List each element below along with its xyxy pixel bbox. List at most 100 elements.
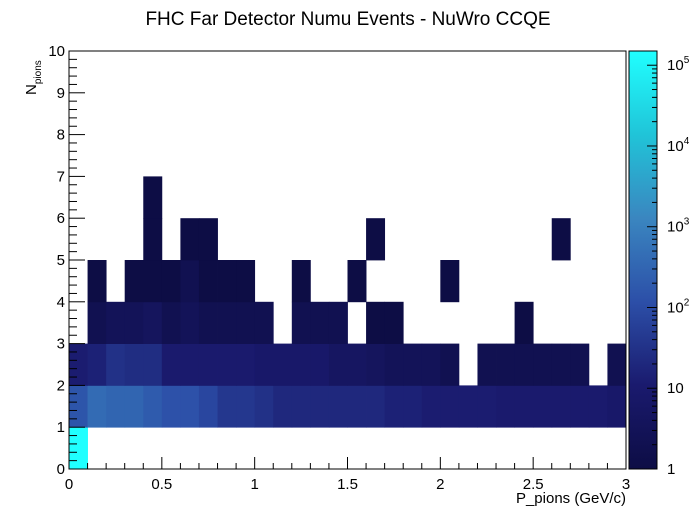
heatmap-cell xyxy=(477,385,497,428)
heatmap-cell xyxy=(533,385,553,428)
heatmap-cell xyxy=(198,301,218,344)
y-tick-label: 10 xyxy=(48,43,65,60)
heatmap-cell xyxy=(514,385,534,428)
colorbar xyxy=(629,51,657,469)
heatmap-cell xyxy=(347,385,367,428)
x-tick-label: 3 xyxy=(622,476,630,493)
colorbar-tick-label: 105 xyxy=(667,55,690,74)
heatmap-cell xyxy=(403,385,423,428)
heatmap-cell xyxy=(106,343,126,386)
heatmap-cell xyxy=(328,343,348,386)
heatmap-cell xyxy=(310,343,330,386)
x-tick-label: 0 xyxy=(65,476,73,493)
heatmap-cell xyxy=(143,218,163,261)
heatmap-cell xyxy=(161,343,181,386)
heatmap-cell xyxy=(217,260,237,303)
heatmap-cell xyxy=(514,343,534,386)
heatmap-cell xyxy=(366,301,386,344)
heatmap-cell xyxy=(87,385,107,428)
heatmap-cell xyxy=(551,343,571,386)
heatmap-cell xyxy=(291,343,311,386)
heatmap-cell xyxy=(366,385,386,428)
heatmap-cell xyxy=(106,385,126,428)
x-tick-label: 1.5 xyxy=(337,476,358,493)
heatmap-cell xyxy=(180,385,200,428)
colorbar-tick-label: 102 xyxy=(667,297,690,316)
colorbar-tick-label: 10 xyxy=(667,380,684,397)
heatmap-cell xyxy=(180,301,200,344)
y-axis-label-sub: pions xyxy=(33,60,44,84)
heatmap-cell xyxy=(440,385,460,428)
colorbar-tick-base: 10 xyxy=(667,138,684,155)
colorbar-tick-base: 10 xyxy=(667,380,684,397)
y-tick-label: 8 xyxy=(57,127,65,144)
heatmap-cell xyxy=(440,260,460,303)
heatmap-cell xyxy=(143,343,163,386)
x-axis: 0 0.5 1 1.5 2 2.5 3 xyxy=(65,457,630,493)
colorbar-tick-label: 103 xyxy=(667,217,690,236)
heatmap-cell xyxy=(496,385,515,428)
y-axis: 0 1 2 3 4 5 6 7 8 9 10 xyxy=(48,43,85,478)
heatmap-cell xyxy=(384,301,404,344)
colorbar-tick-base: 10 xyxy=(667,57,684,74)
heatmap-cell xyxy=(570,343,590,386)
heatmap-cell xyxy=(310,385,330,428)
heatmap-cell xyxy=(533,343,553,386)
y-axis-label-main: N xyxy=(23,84,40,95)
heatmap-cell xyxy=(180,343,200,386)
heatmap-cell xyxy=(384,385,404,428)
colorbar-tick-base: 1 xyxy=(667,461,675,478)
heatmap-cell xyxy=(291,260,311,303)
heatmap-cell xyxy=(180,218,200,261)
heatmap-cell xyxy=(254,343,274,386)
colorbar-tick-exponent: 5 xyxy=(684,55,690,66)
colorbar-tick-exponent: 4 xyxy=(684,136,690,147)
heatmap-cell xyxy=(403,343,423,386)
x-tick-label: 1 xyxy=(250,476,258,493)
colorbar-tick-exponent: 2 xyxy=(684,297,690,308)
y-tick-label: 6 xyxy=(57,210,65,227)
y-axis-label: Npions xyxy=(23,60,44,95)
heatmap-cell xyxy=(198,385,218,428)
heatmap-cell xyxy=(384,343,404,386)
heatmap-cell xyxy=(347,343,367,386)
x-axis-label: P_pions (GeV/c) xyxy=(516,490,626,507)
heatmap-cell xyxy=(273,343,293,386)
x-tick-label: 2 xyxy=(436,476,444,493)
y-tick-label: 1 xyxy=(57,419,65,436)
heatmap-cell xyxy=(198,343,218,386)
heatmap-cell xyxy=(143,301,163,344)
heatmap-cell xyxy=(124,301,144,344)
y-tick-label: 3 xyxy=(57,336,65,353)
heatmap-cell xyxy=(236,301,256,344)
heatmap-cell xyxy=(198,218,218,261)
heatmap-cell xyxy=(236,385,256,428)
heatmap-cell xyxy=(143,176,163,219)
y-tick-label: 4 xyxy=(57,294,65,311)
heatmap-cell xyxy=(236,343,256,386)
heatmap-cell xyxy=(180,260,200,303)
heatmap-cell xyxy=(421,385,441,428)
heatmap-cell xyxy=(106,301,126,344)
heatmap-cell xyxy=(217,301,237,344)
colorbar-tick-label: 1 xyxy=(667,461,675,478)
heatmap-cell xyxy=(347,260,367,303)
heatmap-cell xyxy=(87,343,107,386)
colorbar-tick-base: 10 xyxy=(667,219,684,236)
heatmap-cell xyxy=(551,218,571,261)
heatmap-cell xyxy=(254,385,274,428)
heatmap-cell xyxy=(273,385,293,428)
x-tick-label: 2.5 xyxy=(523,476,544,493)
heatmap-cell xyxy=(124,385,144,428)
heatmap-cell xyxy=(198,260,218,303)
heatmap-cell xyxy=(366,218,386,261)
heatmap-cell xyxy=(87,260,107,303)
y-tick-label: 5 xyxy=(57,252,65,269)
heatmap-cell xyxy=(477,343,497,386)
heatmap-cell xyxy=(328,385,348,428)
y-tick-label: 7 xyxy=(57,168,65,185)
heatmap-cell xyxy=(570,385,590,428)
